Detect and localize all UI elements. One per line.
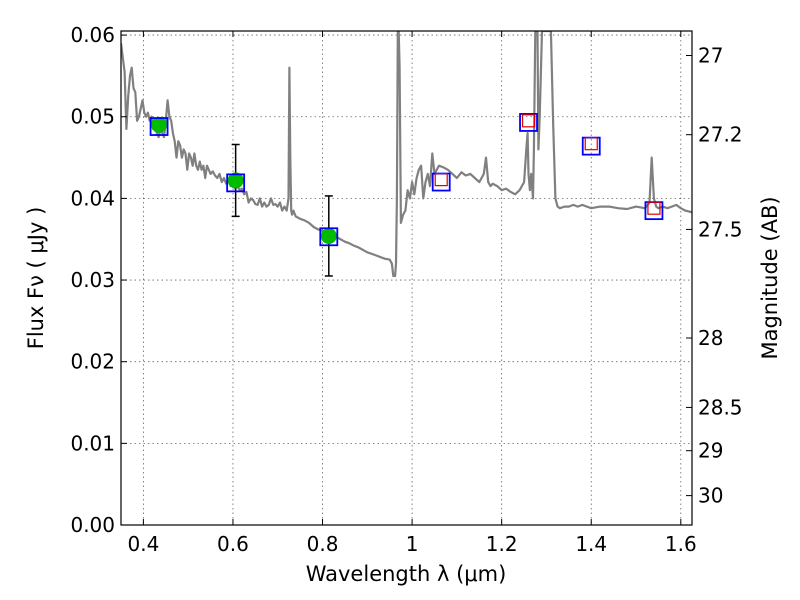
y2-axis-title: Magnitude (AB) — [758, 196, 782, 359]
data-layer — [121, 31, 692, 278]
observed-flux-point — [320, 227, 337, 244]
y2-tick-label: 28.5 — [698, 395, 743, 419]
y-tick-label: 0.01 — [70, 431, 115, 455]
y2-tick-label: 27.2 — [698, 123, 743, 147]
x-tick-label: 0.8 — [307, 532, 339, 556]
y2-tick-label: 30 — [698, 484, 723, 508]
x-tick-label: 1 — [406, 532, 419, 556]
y-tick-label: 0.05 — [70, 105, 115, 129]
x-tick-label: 0.4 — [127, 532, 159, 556]
model-band-square — [226, 173, 246, 193]
y2-tick-label: 27 — [698, 43, 723, 67]
y-tick-label: 0.02 — [70, 350, 115, 374]
y2-tick-label: 29 — [698, 439, 723, 463]
x-axis-title: Wavelength λ (μm) — [306, 562, 507, 586]
grid — [121, 31, 692, 526]
x-tick-label: 1.4 — [575, 532, 607, 556]
upper-limit-square — [647, 201, 661, 215]
plot-frame — [120, 30, 693, 526]
marker-layer — [149, 113, 664, 277]
ticks: 0.4 0.6 0.8 1 1.2 1.4 1.6 0.00 0.01 0.02 0.03 0.04 0… — [70, 23, 742, 556]
y-axis-title: Flux Fν ( μJy ) — [24, 207, 48, 350]
observed-flux-point — [151, 116, 168, 133]
upper-limit-square — [434, 173, 448, 187]
x-tick-label: 0.6 — [217, 532, 249, 556]
y-tick-label: 0.04 — [70, 186, 115, 210]
upper-limit-square — [584, 137, 598, 151]
y2-tick-label: 27.5 — [698, 217, 743, 241]
y-tick-label: 0.06 — [70, 23, 115, 47]
y-tick-label: 0.00 — [70, 513, 115, 537]
x-tick-label: 1.6 — [665, 532, 697, 556]
observed-flux-point — [227, 172, 244, 189]
upper-limit-square — [521, 114, 536, 128]
sed-model-line — [121, 31, 692, 278]
y2-tick-label: 28 — [698, 326, 723, 350]
y-tick-label: 0.03 — [70, 268, 115, 292]
model-band-square — [319, 227, 339, 247]
model-band-square — [519, 113, 538, 132]
x-tick-label: 1.2 — [486, 532, 518, 556]
model-band-square — [149, 117, 169, 136]
